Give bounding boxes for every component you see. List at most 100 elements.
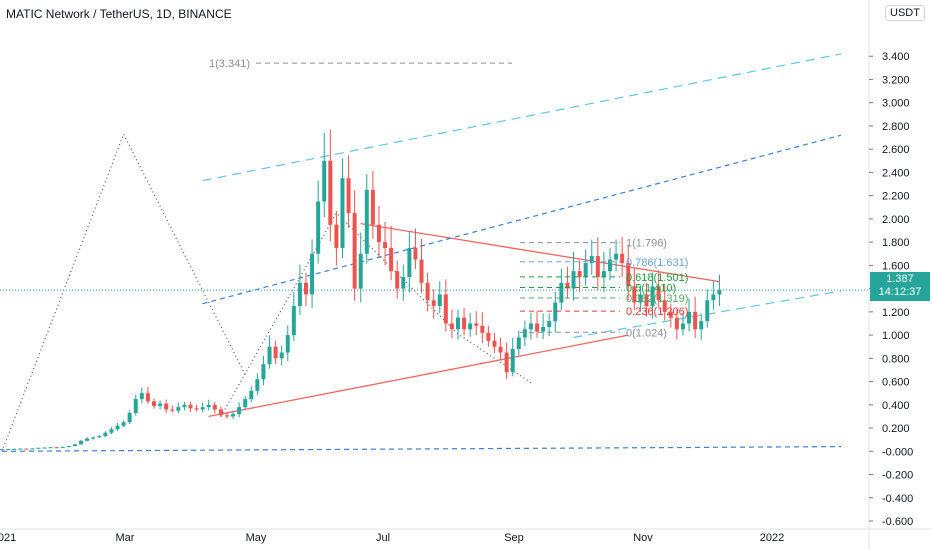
candle-body	[565, 282, 570, 289]
candle-body	[431, 300, 436, 307]
candle-body	[352, 213, 357, 289]
candle-body	[674, 317, 679, 330]
fib-level-label: 0.618(1.501)	[626, 272, 688, 284]
trendline	[1, 446, 842, 452]
candle-body	[486, 332, 491, 341]
candle-body	[656, 286, 661, 301]
candle-body	[547, 321, 552, 327]
candle-body	[18, 448, 23, 450]
candle-body	[42, 447, 47, 449]
candle-body	[687, 311, 692, 324]
y-tick-label: 0.600	[882, 377, 910, 389]
candle-body	[200, 407, 205, 410]
y-tick-label: 1.600	[882, 260, 910, 272]
candle-body	[285, 335, 290, 353]
candle-body	[498, 346, 503, 353]
y-tick-label: 3.000	[882, 98, 910, 110]
x-tick-label: Mar	[116, 532, 135, 544]
candle-body	[231, 414, 236, 417]
candle-body	[541, 326, 546, 332]
candle-body	[474, 323, 479, 326]
candle-body	[662, 300, 667, 312]
candle-body	[705, 300, 710, 322]
candle-body	[182, 404, 187, 408]
candle-body	[249, 390, 254, 399]
candle-body	[462, 317, 467, 330]
trendline	[220, 212, 532, 417]
candle-body	[358, 253, 363, 289]
candle-body	[334, 224, 339, 248]
candle-body	[316, 201, 321, 254]
x-tick-label: Sep	[504, 532, 524, 544]
candle-body	[164, 403, 169, 410]
candle-body	[145, 393, 150, 402]
candle-body	[36, 447, 41, 449]
candle-body	[528, 323, 533, 330]
candle-body	[717, 290, 722, 295]
time-axis[interactable]: 2021 Mar May Jul Sep Nov 2022	[0, 532, 784, 544]
y-tick-label: -0.600	[882, 516, 913, 528]
currency-button[interactable]: USDT	[885, 5, 925, 21]
candle-body	[6, 449, 11, 451]
candle-body	[127, 412, 132, 423]
candle-body	[693, 311, 698, 330]
y-tick-label: 2.200	[882, 191, 910, 203]
trendline	[202, 134, 842, 305]
candle-body	[273, 346, 278, 359]
fib-layer: 1(3.341) 1(1.796) 0.786(1.631) 0.618(1.501)…	[209, 58, 688, 339]
candle-body	[644, 294, 649, 307]
fib-level-label: 0(1.024)	[626, 327, 667, 339]
candle-body	[468, 323, 473, 330]
y-tick-label: 2.000	[882, 214, 910, 226]
fib-level-label: 0.786(1.631)	[626, 257, 688, 269]
candle-body	[383, 242, 388, 248]
candle-body	[194, 408, 199, 410]
candle-body	[413, 247, 418, 260]
y-tick-label: 1.000	[882, 330, 910, 342]
candle-body	[267, 346, 272, 365]
candle-body	[614, 253, 619, 260]
candle-body	[608, 259, 612, 272]
candles-layer	[0, 129, 722, 451]
candle-body	[340, 178, 345, 248]
bar-countdown: 14:12:37	[878, 286, 922, 298]
candle-body	[48, 447, 53, 449]
y-tick-label: 0.400	[882, 400, 910, 412]
candle-body	[97, 436, 102, 438]
annotation-layer	[0, 53, 868, 452]
candle-body	[364, 189, 369, 254]
y-tick-label: 1.200	[882, 307, 910, 319]
candle-body	[158, 403, 163, 406]
price-axis[interactable]: 3.400 3.200 3.000 2.800 2.600 2.400 2.200 2.000…	[869, 51, 913, 528]
candle-body	[443, 294, 448, 324]
candle-body	[638, 294, 643, 303]
candle-body	[66, 446, 71, 448]
candle-body	[419, 259, 424, 283]
candle-body	[711, 294, 716, 301]
candle-body	[310, 253, 315, 295]
candle-body	[492, 340, 497, 347]
candle-body	[255, 379, 260, 391]
y-tick-label: 2.800	[882, 121, 910, 133]
fib-level-label: 0.236(1.206)	[626, 306, 688, 318]
y-tick-label: 0.200	[882, 423, 910, 435]
candle-body	[370, 189, 375, 225]
candle-body	[30, 448, 35, 450]
candle-body	[583, 263, 588, 277]
x-tick-label: Nov	[633, 532, 653, 544]
last-price-value: 1.387	[886, 273, 914, 285]
candle-body	[516, 337, 521, 350]
candle-body	[297, 282, 302, 307]
y-tick-label: -0.200	[882, 470, 913, 482]
candle-body	[601, 271, 606, 277]
candle-body	[72, 444, 77, 447]
y-tick-label: 2.400	[882, 167, 910, 179]
candle-body	[401, 277, 406, 289]
candle-body	[559, 282, 564, 303]
candle-body	[304, 282, 308, 295]
candle-body	[504, 352, 509, 373]
candle-body	[553, 302, 558, 322]
y-tick-label: 1.800	[882, 237, 910, 249]
